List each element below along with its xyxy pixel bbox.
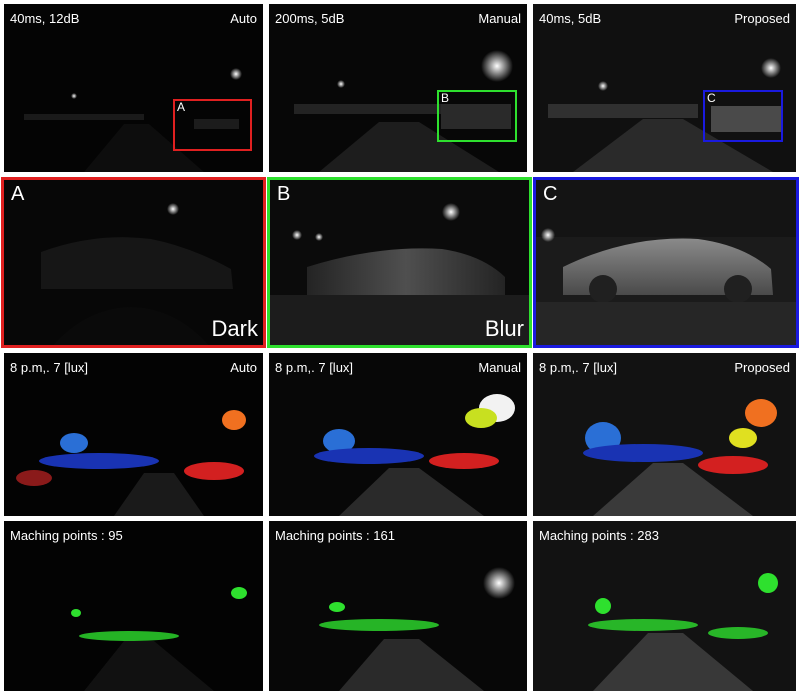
crop-b-image: [267, 177, 532, 348]
exposure-setting-label: 200ms, 5dB: [275, 11, 345, 26]
scene-auto-panel: 40ms, 12dB Auto A: [4, 4, 263, 172]
mode-label: Proposed: [734, 11, 790, 26]
feature-heatmap-manual-image: [269, 353, 527, 516]
crop-letter: B: [277, 183, 291, 205]
mode-label: Manual: [478, 11, 521, 26]
matching-points-proposed-image: [533, 521, 796, 691]
night-road-auto-image: [4, 4, 263, 172]
feature-heatmap-auto-image: [4, 353, 263, 516]
matching-points-manual-image: [269, 521, 527, 691]
crop-a-panel: A Dark: [1, 177, 266, 348]
matching-points-label: Maching points : 95: [10, 528, 123, 543]
matching-points-label: Maching points : 161: [275, 528, 395, 543]
roi-letter: B: [441, 91, 450, 105]
mode-label: Auto: [230, 11, 257, 26]
condition-label: 8 p.m,. 7 [lux]: [539, 360, 618, 375]
roi-letter: C: [707, 91, 716, 105]
crop-c-panel: C: [533, 177, 799, 348]
features-manual-panel: 8 p.m,. 7 [lux] Manual: [269, 353, 527, 516]
crop-b-panel: B Blur: [267, 177, 532, 348]
exposure-setting-label: 40ms, 5dB: [539, 11, 602, 26]
scene-manual-panel: 200ms, 5dB Manual B: [269, 4, 527, 172]
matches-proposed-panel: Maching points : 283: [533, 521, 796, 691]
condition-label: 8 p.m,. 7 [lux]: [275, 360, 354, 375]
roi-letter: A: [177, 100, 186, 114]
crop-letter: C: [543, 183, 558, 205]
mode-label: Manual: [478, 360, 521, 375]
crop-caption: Dark: [211, 316, 258, 341]
condition-label: 8 p.m,. 7 [lux]: [10, 360, 89, 375]
scene-proposed-panel: 40ms, 5dB Proposed C: [533, 4, 796, 172]
matching-points-auto-image: [4, 521, 263, 691]
crop-a-image: [1, 177, 266, 348]
mode-label: Proposed: [734, 360, 790, 375]
matches-auto-panel: Maching points : 95: [4, 521, 263, 691]
night-road-manual-image: [269, 4, 527, 172]
features-auto-panel: 8 p.m,. 7 [lux] Auto: [4, 353, 263, 516]
roi-box-a: A: [173, 99, 252, 151]
night-road-proposed-image: [533, 4, 796, 172]
exposure-setting-label: 40ms, 12dB: [10, 11, 80, 26]
roi-box-c: C: [703, 90, 783, 142]
matching-points-label: Maching points : 283: [539, 528, 659, 543]
mode-label: Auto: [230, 360, 257, 375]
roi-box-b: B: [437, 90, 517, 142]
crop-c-image: [533, 177, 799, 348]
features-proposed-panel: 8 p.m,. 7 [lux] Proposed: [533, 353, 796, 516]
crop-caption: Blur: [484, 316, 524, 341]
matches-manual-panel: Maching points : 161: [269, 521, 527, 691]
feature-heatmap-proposed-image: [533, 353, 796, 516]
crop-letter: A: [11, 183, 25, 205]
